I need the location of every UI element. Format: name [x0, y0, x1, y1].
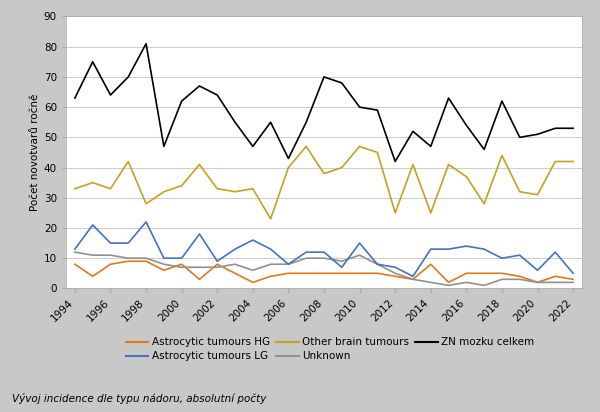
- Text: Vývoj incidence dle typu nádoru, absolutní počty: Vývoj incidence dle typu nádoru, absolut…: [12, 393, 266, 404]
- Legend: Astrocytic tumours HG, Astrocytic tumours LG, Other brain tumours, Unknown, ZN m: Astrocytic tumours HG, Astrocytic tumour…: [121, 333, 539, 365]
- Y-axis label: Počet novotvarů ročně: Počet novotvarů ročně: [29, 94, 40, 211]
